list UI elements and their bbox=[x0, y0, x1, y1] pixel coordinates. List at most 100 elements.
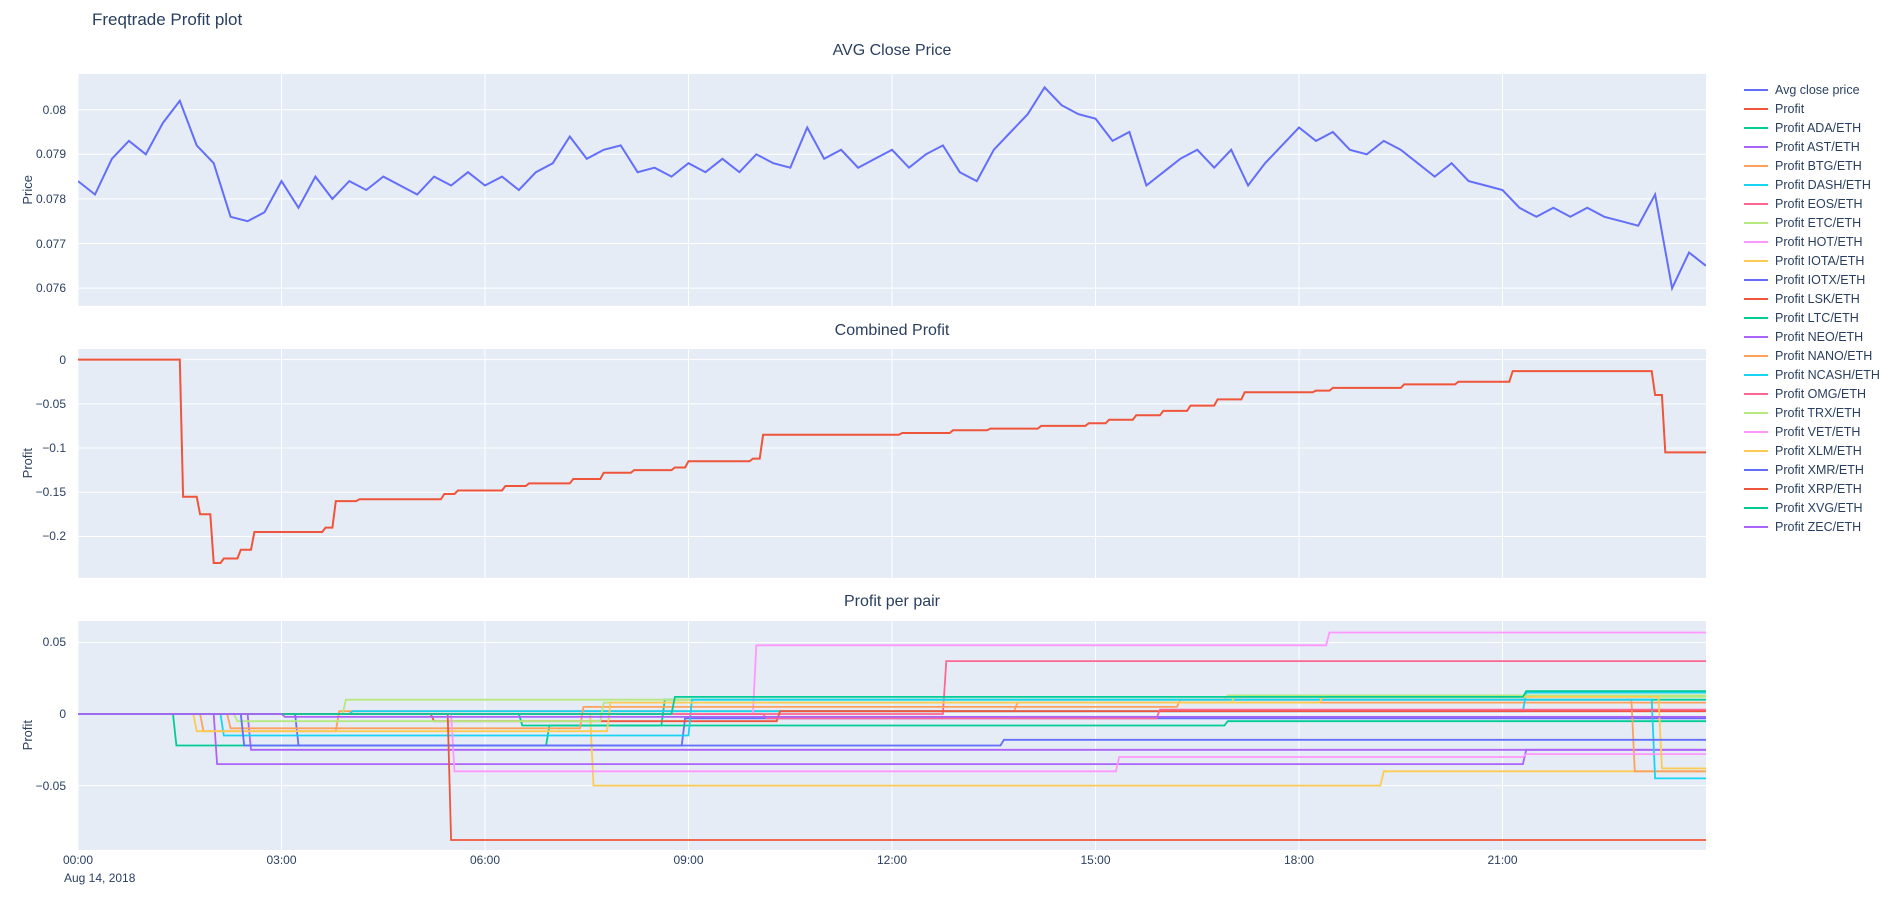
y-tick-label: 0 bbox=[59, 352, 66, 367]
legend-label: Profit ADA/ETH bbox=[1775, 120, 1862, 135]
legend-line-swatch bbox=[1744, 468, 1768, 471]
x-tick-label: 00:00 bbox=[62, 853, 94, 867]
legend-label: Profit IOTX/ETH bbox=[1775, 272, 1866, 287]
legend-item-profit-ltc-eth[interactable]: Profit LTC/ETH bbox=[1744, 308, 1880, 327]
y-tick-label: 0.076 bbox=[35, 281, 66, 296]
legend-line-swatch bbox=[1744, 354, 1768, 357]
legend-line-swatch bbox=[1744, 449, 1768, 452]
legend-line-swatch bbox=[1744, 373, 1768, 376]
legend-line-swatch bbox=[1744, 487, 1768, 490]
legend-label: Profit NCASH/ETH bbox=[1775, 367, 1880, 382]
legend-line-swatch bbox=[1744, 240, 1768, 243]
y-tick-label: 0.079 bbox=[35, 147, 66, 162]
y-tick-labels: 0.08 0.079 0.078 0.077 0.076 bbox=[0, 74, 70, 306]
series-profit-xvg-eth bbox=[78, 690, 1706, 715]
legend-label: Profit EOS/ETH bbox=[1775, 196, 1863, 211]
legend-label: Profit NANO/ETH bbox=[1775, 348, 1873, 363]
legend-item-profit-xlm-eth[interactable]: Profit XLM/ETH bbox=[1744, 441, 1880, 460]
y-tick-label: 0.078 bbox=[35, 191, 66, 206]
x-tick-label: 09:00 bbox=[673, 853, 704, 867]
legend-line-swatch bbox=[1744, 411, 1768, 414]
legend-item-profit[interactable]: Profit bbox=[1744, 99, 1880, 118]
y-tick-label: −0.15 bbox=[35, 485, 66, 500]
legend-line-swatch bbox=[1744, 316, 1768, 319]
legend-item-avg-close-price[interactable]: Avg close price bbox=[1744, 80, 1880, 99]
y-tick-label: −0.05 bbox=[35, 396, 66, 411]
legend-line-swatch bbox=[1744, 202, 1768, 205]
legend-label: Profit BTG/ETH bbox=[1775, 158, 1862, 173]
legend-item-profit-dash-eth[interactable]: Profit DASH/ETH bbox=[1744, 175, 1880, 194]
x-axis-tick-labels: 00:00 03:00 06:00 09:00 12:00 15:00 18:00 21:00 bbox=[63, 853, 1706, 869]
legend-item-profit-ast-eth[interactable]: Profit AST/ETH bbox=[1744, 137, 1880, 156]
legend-item-profit-omg-eth[interactable]: Profit OMG/ETH bbox=[1744, 384, 1880, 403]
legend-line-swatch bbox=[1744, 259, 1768, 262]
legend-label: Profit TRX/ETH bbox=[1775, 405, 1861, 420]
legend-item-profit-btg-eth[interactable]: Profit BTG/ETH bbox=[1744, 156, 1880, 175]
legend-label: Profit HOT/ETH bbox=[1775, 234, 1863, 249]
chart-canvas bbox=[78, 621, 1706, 850]
legend-item-profit-etc-eth[interactable]: Profit ETC/ETH bbox=[1744, 213, 1880, 232]
legend-label: Profit NEO/ETH bbox=[1775, 329, 1864, 344]
legend-item-profit-iota-eth[interactable]: Profit IOTA/ETH bbox=[1744, 251, 1880, 270]
legend-item-profit-xrp-eth[interactable]: Profit XRP/ETH bbox=[1744, 479, 1880, 498]
subplot-title-profit-per-pair: Profit per pair bbox=[843, 593, 941, 610]
legend-item-profit-neo-eth[interactable]: Profit NEO/ETH bbox=[1744, 327, 1880, 346]
profit-per-pair-plot-area[interactable] bbox=[78, 621, 1706, 850]
legend-item-profit-eos-eth[interactable]: Profit EOS/ETH bbox=[1744, 194, 1880, 213]
legend-line-swatch bbox=[1744, 88, 1768, 91]
legend-line-swatch bbox=[1744, 107, 1768, 110]
profit-per-pair-subplot: Profit per pair Profit 0.05 0 −0.05 bbox=[0, 578, 1740, 850]
legend-label: Profit IOTA/ETH bbox=[1775, 253, 1865, 268]
legend-item-profit-trx-eth[interactable]: Profit TRX/ETH bbox=[1744, 403, 1880, 422]
series-profit-xlm-eth bbox=[78, 696, 1706, 770]
legend-item-profit-iotx-eth[interactable]: Profit IOTX/ETH bbox=[1744, 270, 1880, 289]
x-tick-label: 06:00 bbox=[469, 853, 501, 867]
legend-label: Profit OMG/ETH bbox=[1775, 386, 1866, 401]
series-profit bbox=[78, 358, 1706, 564]
legend-label: Profit bbox=[1775, 101, 1805, 116]
legend-item-profit-vet-eth[interactable]: Profit VET/ETH bbox=[1744, 422, 1880, 441]
combined-profit-plot-area[interactable] bbox=[78, 349, 1706, 578]
legend-label: Avg close price bbox=[1775, 82, 1860, 97]
avg-close-price-plot-area[interactable] bbox=[78, 74, 1706, 306]
y-tick-label: 0.077 bbox=[35, 236, 66, 251]
legend-line-swatch bbox=[1744, 145, 1768, 148]
legend-line-swatch bbox=[1744, 506, 1768, 509]
subplot-title-combined-profit: Combined Profit bbox=[834, 322, 950, 339]
legend-label: Profit XMR/ETH bbox=[1775, 462, 1864, 477]
legend-label: Profit XRP/ETH bbox=[1775, 481, 1862, 496]
legend-item-profit-ncash-eth[interactable]: Profit NCASH/ETH bbox=[1744, 365, 1880, 384]
chart-canvas bbox=[78, 349, 1706, 578]
series-profit-trx-eth bbox=[78, 696, 1706, 723]
x-tick-label: 21:00 bbox=[1487, 853, 1518, 867]
legend-label: Profit XLM/ETH bbox=[1775, 443, 1862, 458]
x-axis-date-label: Aug 14, 2018 bbox=[64, 871, 136, 885]
legend-label: Profit LSK/ETH bbox=[1775, 291, 1860, 306]
legend-item-profit-ada-eth[interactable]: Profit ADA/ETH bbox=[1744, 118, 1880, 137]
legend-label: Profit LTC/ETH bbox=[1775, 310, 1859, 325]
legend-line-swatch bbox=[1744, 392, 1768, 395]
y-tick-label: 0.08 bbox=[42, 102, 66, 117]
legend-label: Profit DASH/ETH bbox=[1775, 177, 1871, 192]
legend-item-profit-hot-eth[interactable]: Profit HOT/ETH bbox=[1744, 232, 1880, 251]
legend-label: Profit ETC/ETH bbox=[1775, 215, 1862, 230]
subplot-title-avg-close-price: AVG Close Price bbox=[832, 42, 952, 59]
legend-item-profit-lsk-eth[interactable]: Profit LSK/ETH bbox=[1744, 289, 1880, 308]
legend-label: Profit ZEC/ETH bbox=[1775, 519, 1862, 534]
legend-item-profit-nano-eth[interactable]: Profit NANO/ETH bbox=[1744, 346, 1880, 365]
legend-item-profit-zec-eth[interactable]: Profit ZEC/ETH bbox=[1744, 517, 1880, 536]
legend-line-swatch bbox=[1744, 297, 1768, 300]
chart-canvas bbox=[78, 74, 1706, 306]
series-profit-nano-eth bbox=[78, 698, 1706, 773]
legend-line-swatch bbox=[1744, 221, 1768, 224]
y-tick-label: −0.1 bbox=[42, 441, 66, 456]
legend-line-swatch bbox=[1744, 164, 1768, 167]
legend-line-swatch bbox=[1744, 335, 1768, 338]
legend-label: Profit XVG/ETH bbox=[1775, 500, 1863, 515]
legend-line-swatch bbox=[1744, 525, 1768, 528]
legend-item-profit-xmr-eth[interactable]: Profit XMR/ETH bbox=[1744, 460, 1880, 479]
combined-profit-subplot: Combined Profit Profit 0 −0.05 −0.1 −0.15 −0… bbox=[0, 306, 1740, 578]
legend-item-profit-xvg-eth[interactable]: Profit XVG/ETH bbox=[1744, 498, 1880, 517]
y-tick-labels: 0 −0.05 −0.1 −0.15 −0.2 bbox=[0, 349, 70, 578]
